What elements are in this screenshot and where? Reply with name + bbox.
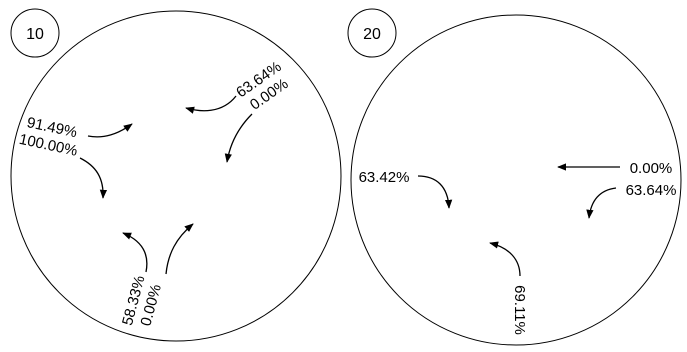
annotation-b2: 63.42% xyxy=(359,169,453,209)
annotation-value: 63.42% xyxy=(359,169,410,186)
arrow xyxy=(489,241,521,277)
annotation-b1: 0.00% 63.64% xyxy=(557,160,677,219)
annotation-a2: 91.49% 100.00% xyxy=(18,114,133,199)
panel-label-badge xyxy=(10,8,60,58)
arrow xyxy=(224,113,253,163)
annotation-b3: 69.11% xyxy=(489,241,528,335)
arrow xyxy=(79,157,108,199)
panel-10: 10 63.64% 0.00% 91.49% 100.00% 58.33% 0.… xyxy=(10,8,342,342)
annotation-value: 0.00% xyxy=(630,160,673,177)
annotation-value: 63.64% xyxy=(626,182,677,199)
arrow xyxy=(87,123,133,138)
arrow xyxy=(586,187,617,219)
arrow xyxy=(185,95,237,114)
panel-label: 20 xyxy=(363,26,381,43)
panel-20: 20 0.00% 63.64% 63.42% 69.11% xyxy=(347,8,682,346)
annotation-a3: 58.33% 0.00% xyxy=(119,223,194,328)
arrow xyxy=(165,223,194,275)
panel-label-badge xyxy=(347,8,397,58)
annotation-a1: 63.64% 0.00% xyxy=(185,58,291,163)
arrow xyxy=(122,232,148,273)
arrow xyxy=(417,175,453,209)
panel-label: 10 xyxy=(26,26,44,43)
annotation-value: 69.11% xyxy=(511,285,528,335)
panel-circle xyxy=(10,10,342,342)
panel-circle xyxy=(350,14,682,346)
